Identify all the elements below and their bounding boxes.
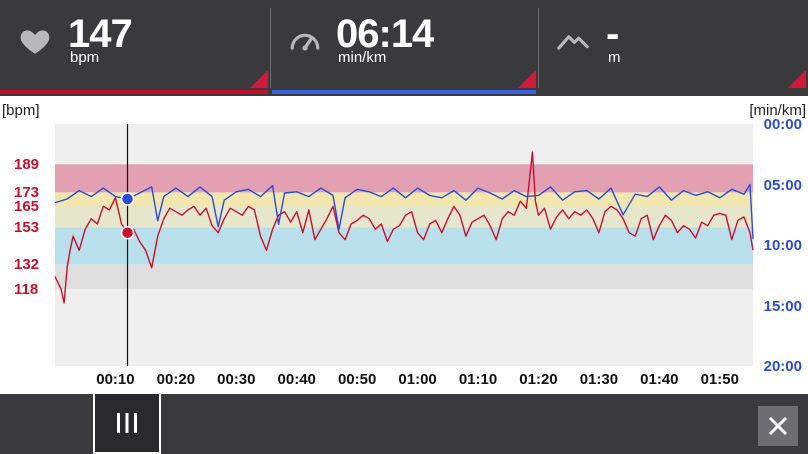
pace-unit: min/km (338, 49, 387, 66)
left-axis-tick-label: 132 (14, 256, 40, 274)
right-axis-tick-label: 05:00 (763, 176, 802, 194)
divider (270, 8, 271, 88)
left-axis-unit: [bpm] (2, 102, 40, 119)
right-axis-tick-label: 15:00 (763, 297, 802, 315)
left-axis-tick-label: 173 (14, 184, 40, 202)
x-axis-tick-label: 01:10 (458, 371, 498, 388)
workout-chart: [bpm] [min/km] 189 173 165 153 132 118 00:00 0… (0, 96, 808, 394)
elevation-value: - (606, 12, 619, 56)
left-axis-tick-label: 165 (14, 198, 40, 216)
metrics-bar: 147 bpm 06:14 min/km - m (0, 0, 808, 96)
right-axis-tick-label: 20:00 (763, 358, 802, 375)
heart-rate-zone-band (55, 164, 753, 193)
pace-underline (272, 90, 536, 94)
pace-cursor-marker (120, 192, 135, 206)
x-axis-tick-label: 00:40 (277, 371, 316, 388)
grip-icon (117, 413, 137, 433)
pace-value: 06:14 (336, 12, 434, 56)
heart-rate-zone-band (55, 227, 753, 265)
heart-rate-value: 147 (68, 12, 133, 56)
heart-rate-metric[interactable]: 147 bpm (0, 0, 270, 96)
heart-rate-cursor-marker (120, 225, 135, 240)
expand-corner-indicator (788, 70, 806, 88)
heart-rate-zone-band (55, 192, 753, 207)
timeline-scrubber-handle[interactable] (93, 394, 161, 454)
x-axis-tick-label: 01:50 (700, 371, 739, 388)
x-axis-tick-label: 01:00 (398, 371, 437, 388)
left-axis-tick-label: 189 (14, 156, 40, 174)
x-axis-tick-label: 00:50 (337, 371, 377, 388)
right-axis-tick-label: 00:00 (763, 116, 802, 133)
expand-corner-indicator (250, 70, 268, 88)
expand-corner-indicator (518, 70, 536, 88)
x-axis-tick-label: 00:30 (217, 371, 256, 388)
chart-plot-area[interactable] (0, 96, 808, 394)
heart-rate-underline (0, 90, 268, 94)
mountain-icon (557, 35, 589, 50)
x-axis-tick-label: 01:30 (579, 371, 619, 388)
heart-rate-zone-band (55, 264, 753, 289)
heart-rate-unit: bpm (70, 49, 100, 66)
elevation-metric[interactable]: - m (538, 0, 808, 96)
right-axis-unit: [min/km] (749, 102, 806, 119)
bottom-toolbar (0, 394, 808, 454)
pace-line (54, 183, 754, 239)
heart-icon (20, 30, 50, 54)
heart-rate-line (54, 151, 754, 304)
close-button[interactable] (758, 406, 798, 446)
left-axis-tick-label: 153 (14, 219, 40, 237)
divider (538, 8, 539, 88)
x-axis-tick-label: 00:10 (96, 371, 135, 388)
x-axis-tick-label: 01:20 (519, 371, 558, 388)
x-axis-tick-label: 00:20 (156, 371, 196, 388)
left-axis-tick-label: 118 (14, 280, 39, 298)
x-axis-tick-label: 01:40 (640, 371, 679, 388)
close-icon (768, 416, 788, 436)
speedometer-icon (290, 33, 320, 51)
elevation-unit: m (608, 49, 621, 66)
right-axis-tick-label: 10:00 (763, 237, 802, 254)
pace-metric[interactable]: 06:14 min/km (270, 0, 538, 96)
